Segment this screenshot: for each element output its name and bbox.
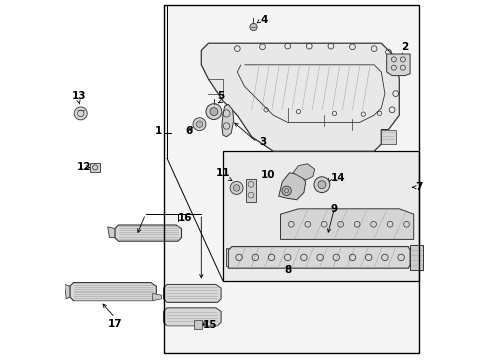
Circle shape [74, 107, 87, 120]
Bar [194, 320, 202, 329]
Text: 12: 12 [77, 162, 91, 172]
Bar [163, 5, 418, 353]
Text: 9: 9 [330, 204, 337, 214]
Text: 5: 5 [217, 91, 224, 101]
Text: 13: 13 [72, 91, 86, 101]
Polygon shape [163, 308, 221, 326]
Text: 1: 1 [154, 126, 162, 136]
Circle shape [209, 108, 218, 116]
Text: 17: 17 [107, 319, 122, 329]
Polygon shape [226, 248, 228, 266]
Polygon shape [386, 54, 409, 76]
Circle shape [317, 181, 325, 189]
Text: 4: 4 [260, 15, 267, 25]
Circle shape [230, 181, 243, 194]
Text: 10: 10 [260, 170, 275, 180]
Text: 15: 15 [203, 320, 217, 330]
Bar [223, 151, 418, 281]
Text: 16: 16 [178, 213, 192, 223]
Polygon shape [292, 164, 314, 180]
Text: 7: 7 [415, 182, 422, 192]
Polygon shape [280, 209, 413, 239]
Polygon shape [107, 227, 115, 238]
Polygon shape [222, 104, 233, 137]
Circle shape [249, 23, 257, 31]
Polygon shape [70, 283, 156, 301]
Polygon shape [278, 173, 305, 200]
Circle shape [233, 185, 239, 191]
Polygon shape [201, 43, 399, 151]
Bar [245, 179, 256, 202]
Polygon shape [163, 284, 221, 302]
Text: 3: 3 [258, 137, 265, 147]
Text: 2: 2 [400, 42, 407, 52]
Circle shape [282, 186, 291, 195]
Polygon shape [152, 293, 162, 301]
Text: 8: 8 [284, 265, 291, 275]
Polygon shape [409, 245, 422, 270]
Text: 6: 6 [184, 126, 192, 136]
Polygon shape [115, 225, 181, 241]
Bar [381, 130, 395, 144]
Bar [163, 5, 418, 353]
Circle shape [205, 104, 222, 120]
Text: 14: 14 [330, 173, 345, 183]
Circle shape [196, 121, 203, 127]
Circle shape [193, 118, 205, 131]
Circle shape [313, 177, 329, 193]
Bar [90, 163, 100, 172]
Text: 11: 11 [215, 168, 230, 178]
Polygon shape [64, 284, 70, 299]
Polygon shape [228, 247, 409, 268]
